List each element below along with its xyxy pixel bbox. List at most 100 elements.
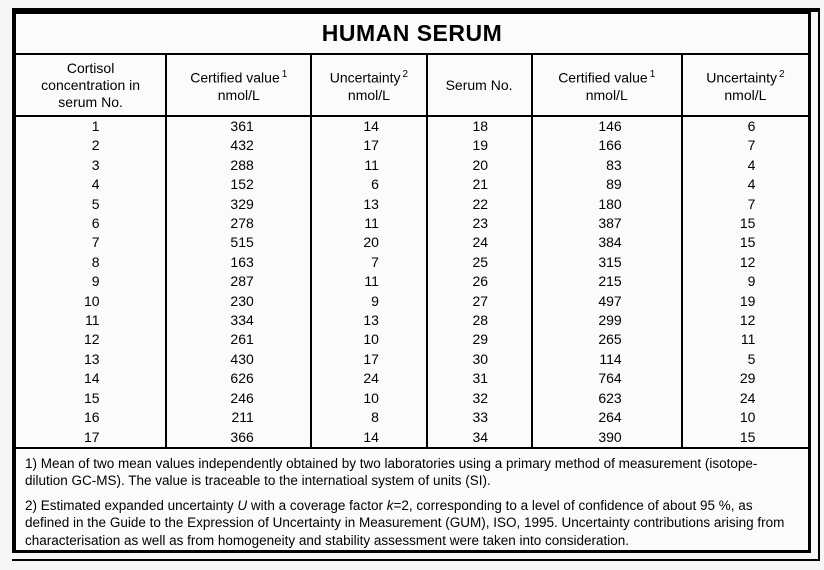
italic-symbol-k: k	[386, 497, 394, 513]
serum-no-cell: 20	[425, 155, 532, 176]
certified-value-cell: 288	[165, 155, 312, 176]
uncertainty-cell: 15	[680, 233, 808, 253]
header-line: Uncertainty 2	[706, 69, 785, 86]
col-header-uncertainty-2: Uncertainty 2 nmol/L	[680, 54, 808, 117]
uncertainty-cell: 6	[680, 116, 808, 137]
serum-no-cell: 12	[84, 331, 100, 348]
certified-value-cell: 764	[530, 369, 682, 389]
uncertainty-cell: 12	[680, 311, 808, 331]
document-outer-frame: HUMAN SERUM Cortisol concentration in se…	[12, 8, 820, 561]
certified-value-cell: 83	[530, 155, 682, 176]
certified-value-cell: 166	[530, 136, 682, 156]
serum-no-cell: 9	[91, 273, 100, 290]
table-row: 7 515 20 24 384 15	[16, 233, 808, 253]
uncertainty-cell: 7	[310, 252, 427, 273]
certified-value-cell: 515	[165, 233, 312, 253]
serum-no-cell: 28	[425, 311, 532, 331]
table-row: 11 334 13 28 299 12	[16, 311, 808, 331]
header-line: Uncertainty 2	[329, 69, 409, 86]
uncertainty-cell: 7	[680, 194, 808, 215]
certified-value-cell: 366	[165, 427, 312, 448]
italic-symbol-U: U	[237, 497, 248, 513]
certified-value-cell: 246	[165, 388, 312, 409]
uncertainty-cell: 10	[680, 408, 808, 428]
uncertainty-cell: 19	[680, 291, 808, 312]
table-body: 1 361 14 18 146 6 2 432 17 19 166 7 3 288 11 20 83 4 4 152 6…	[16, 116, 808, 448]
table-row: 15 246 10 32 623 24	[16, 388, 808, 409]
serum-no-cell: 7	[91, 234, 100, 251]
table-row: 13 430 17 30 114 5	[16, 349, 808, 370]
serum-no-cell: 10	[84, 292, 100, 309]
serum-no-cell: 29	[425, 330, 532, 350]
footnote-ref-2: 2	[402, 69, 409, 81]
table-row: 2 432 17 19 166 7	[16, 136, 808, 156]
uncertainty-cell: 24	[310, 369, 427, 389]
certified-value-cell: 261	[165, 330, 312, 350]
table-row: 4 152 6 21 89 4	[16, 175, 808, 195]
uncertainty-cell: 17	[310, 349, 427, 370]
table-row: 12 261 10 29 265 11	[16, 330, 808, 350]
uncertainty-cell: 8	[310, 408, 427, 428]
uncertainty-cell: 9	[680, 272, 808, 292]
serum-no-cell: 4	[91, 176, 100, 193]
serum-no-cell: 31	[425, 369, 532, 389]
uncertainty-cell: 20	[310, 233, 427, 253]
uncertainty-cell: 24	[680, 388, 808, 409]
uncertainty-cell: 4	[680, 155, 808, 176]
uncertainty-cell: 11	[310, 214, 427, 234]
certified-value-cell: 163	[165, 252, 312, 273]
serum-no-cell: 1	[91, 118, 100, 134]
serum-no-cell: 15	[84, 389, 100, 406]
certified-value-cell: 299	[530, 311, 682, 331]
footnote-2: 2) Estimated expanded uncertainty U with…	[25, 497, 785, 548]
certified-value-cell: 361	[165, 116, 312, 137]
uncertainty-cell: 14	[310, 116, 427, 137]
col-header-certified-value-2: Certified value 1 nmol/L	[530, 54, 682, 117]
table-row: 6 278 11 23 387 15	[16, 214, 808, 234]
title-row: HUMAN SERUM	[16, 14, 808, 55]
header-line: serum No.	[58, 93, 123, 110]
table-row: 17 366 14 34 390 15	[16, 427, 808, 448]
table-row: 9 287 11 26 215 9	[16, 272, 808, 292]
serum-no-cell: 24	[425, 233, 532, 253]
header-unit: nmol/L	[217, 86, 260, 103]
header-line: Certified value 1	[190, 69, 288, 86]
certified-value-cell: 114	[530, 349, 682, 370]
page-title: HUMAN SERUM	[16, 14, 808, 55]
header-unit: nmol/L	[724, 86, 767, 103]
certified-value-cell: 329	[165, 194, 312, 215]
certified-value-cell: 287	[165, 272, 312, 292]
col-header-uncertainty-1: Uncertainty 2 nmol/L	[310, 54, 427, 117]
uncertainty-cell: 4	[680, 175, 808, 195]
uncertainty-cell: 5	[680, 349, 808, 370]
certified-value-cell: 264	[530, 408, 682, 428]
serum-no-cell: 11	[85, 312, 100, 329]
table-row: 10 230 9 27 497 19	[16, 291, 808, 312]
uncertainty-cell: 11	[310, 272, 427, 292]
uncertainty-cell: 29	[680, 369, 808, 389]
serum-no-cell: 14	[84, 370, 100, 387]
table-row: 16 211 8 33 264 10	[16, 408, 808, 428]
serum-no-cell: 18	[425, 116, 532, 137]
uncertainty-cell: 6	[310, 175, 427, 195]
footnote-ref-1: 1	[649, 69, 656, 81]
table-row: 14 626 24 31 764 29	[16, 369, 808, 389]
certified-value-cell: 334	[165, 311, 312, 331]
header-unit: nmol/L	[347, 86, 390, 103]
serum-no-cell: 16	[84, 409, 100, 426]
serum-no-cell: 34	[425, 427, 532, 448]
col-header-serum-no: Serum No.	[425, 54, 532, 117]
header-line: Cortisol	[66, 59, 115, 76]
serum-table-box: HUMAN SERUM Cortisol concentration in se…	[12, 12, 811, 554]
serum-no-cell: 33	[425, 408, 532, 428]
serum-no-cell: 27	[425, 291, 532, 312]
serum-no-cell: 19	[425, 136, 532, 156]
col-header-certified-value-1: Certified value 1 nmol/L	[165, 54, 312, 117]
serum-no-cell: 26	[425, 272, 532, 292]
certified-value-cell: 623	[530, 388, 682, 409]
uncertainty-cell: 13	[310, 194, 427, 215]
serum-no-cell: 5	[91, 195, 100, 212]
uncertainty-cell: 12	[680, 252, 808, 273]
uncertainty-cell: 10	[310, 388, 427, 409]
uncertainty-cell: 11	[680, 330, 808, 350]
